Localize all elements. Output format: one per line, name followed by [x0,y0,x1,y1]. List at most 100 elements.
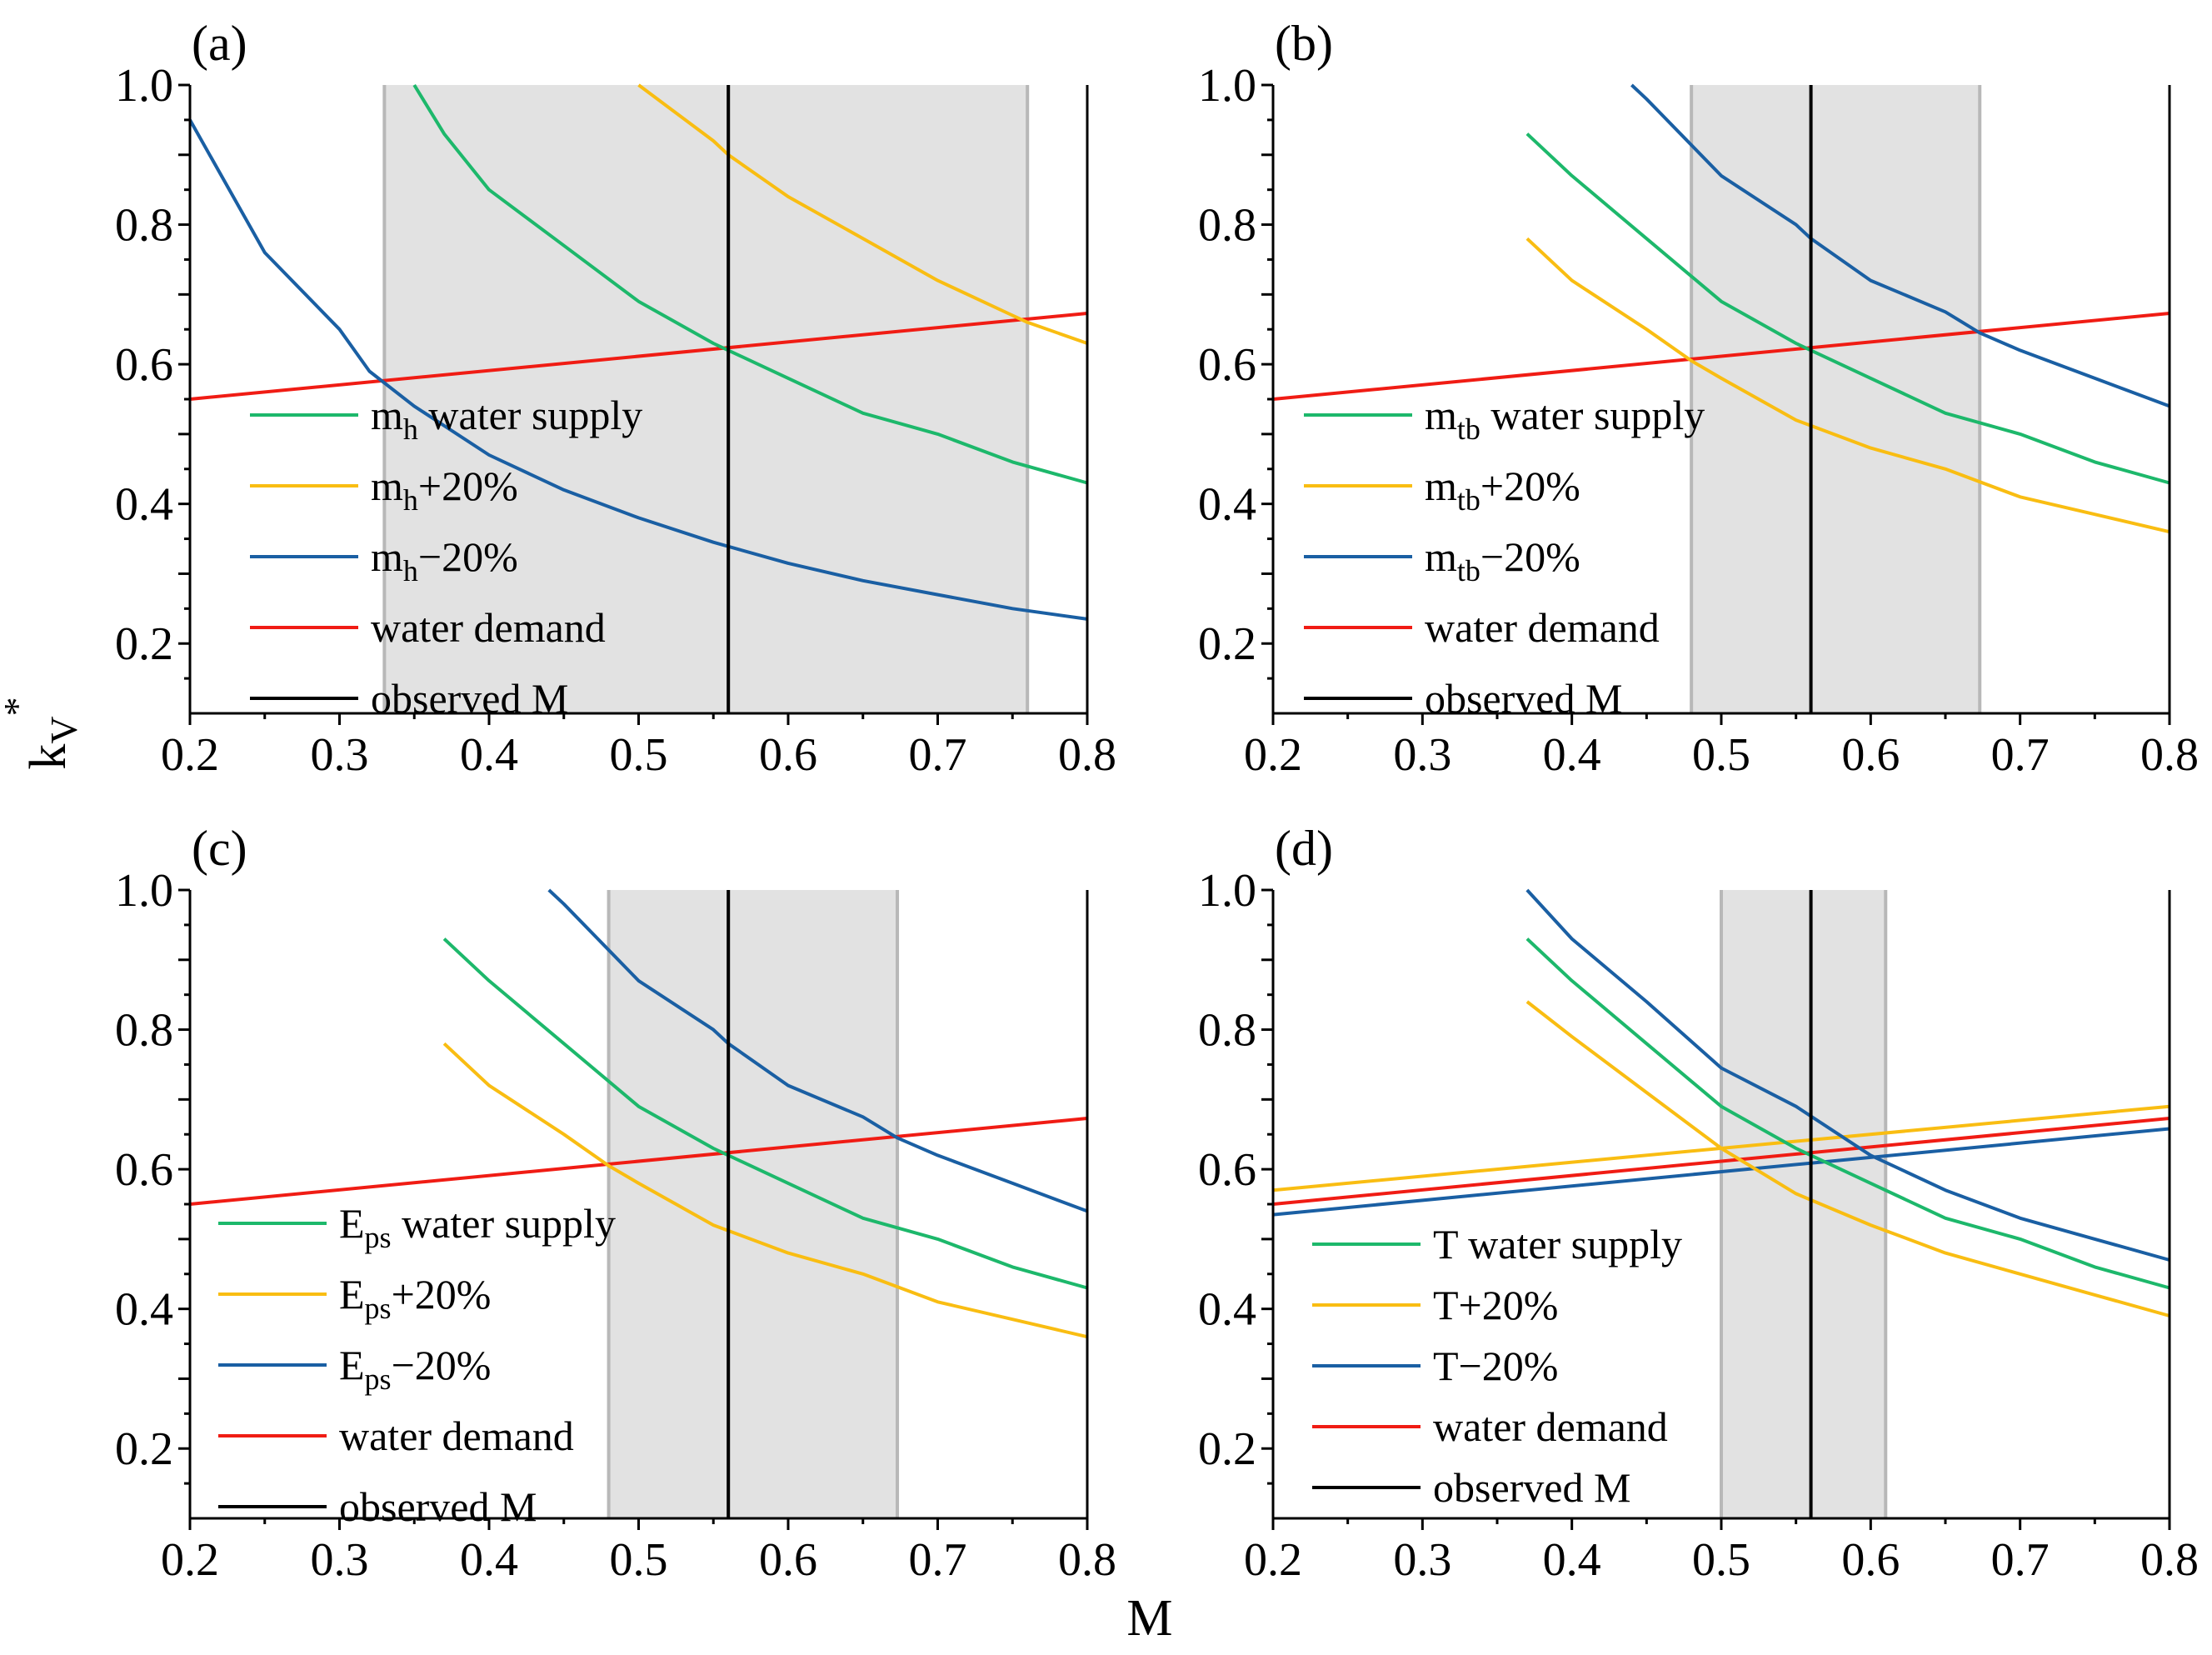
legend-label-demand: water demand [1433,1403,1668,1450]
y-tick-label: 0.8 [1198,200,1256,252]
y-tick-label: 0.4 [115,1284,173,1336]
panel-label: (a) [192,16,247,71]
x-tick-label: 0.8 [2140,1534,2199,1586]
y-tick-label: 0.6 [1198,339,1256,391]
x-axis-title: M [1126,1590,1172,1647]
y-tick-label: 0.6 [1198,1144,1256,1196]
y-axis-title-sup: * [0,697,38,716]
panel-label: (b) [1275,16,1333,71]
series-line-demand [189,312,1088,401]
y-axis-title-sub: V [42,716,85,743]
y-tick-label: 1.0 [1198,865,1256,917]
x-tick-label: 0.6 [1841,1534,1900,1586]
legend-label-supply: Eps water supply [339,1200,616,1254]
x-tick-label: 0.4 [1543,729,1601,781]
legend-label-demand: water demand [339,1412,574,1459]
legend-label-observed: observed M [371,675,568,722]
panel-label: (c) [192,821,247,876]
panel-a: 0.2 0.4 0.6 0.8 1.0 0.2 0.3 0.4 0.5 0.6 0.7 0.8 (a) m… [115,16,1116,781]
x-tick-label: 0.5 [1692,1534,1750,1586]
x-tick-label: 0.3 [1393,729,1451,781]
x-tick-label: 0.4 [1543,1534,1601,1586]
x-tick-label: 0.7 [1991,1534,2050,1586]
x-tick-label: 0.5 [1692,729,1750,781]
series-line-minus20 [1630,83,2170,408]
x-tick-label: 0.5 [610,1534,668,1586]
series-line-minus20 [1525,888,2170,1262]
legend-label-minus20: Eps−20% [339,1342,491,1396]
x-tick-label: 0.3 [311,729,369,781]
y-tick-label: 0.2 [1198,1423,1256,1475]
y-tick-label: 0.2 [115,1423,173,1475]
legend-label-demand: water demand [1425,604,1660,651]
x-tick-label: 0.7 [909,729,967,781]
legend-label-plus20: T+20% [1433,1282,1558,1328]
legend: T water supply T+20% T−20% water demand obse… [1312,1221,1682,1511]
panel-d: 0.2 0.4 0.6 0.8 1.0 0.2 0.3 0.4 0.5 0.6 0.7 0.8 (d) T… [1198,821,2199,1586]
y-tick-label: 1.0 [1198,60,1256,112]
legend: Eps water supply Eps+20% Eps−20% water dema… [218,1200,616,1530]
legend-label-supply: mh water supply [371,392,642,446]
legend-label-plus20: mtb+20% [1425,462,1580,517]
y-tick-label: 0.6 [115,339,173,391]
y-tick-label: 0.8 [115,1005,173,1057]
series-line-demand [1272,1117,2170,1206]
x-tick-label: 0.3 [1393,1534,1451,1586]
x-tick-label: 0.2 [1244,1534,1302,1586]
x-tick-label: 0.6 [1841,729,1900,781]
x-tick-label: 0.2 [1244,729,1302,781]
panel-c: 0.2 0.4 0.6 0.8 1.0 0.2 0.3 0.4 0.5 0.6 0.7 0.8 (c) E… [115,821,1116,1586]
x-tick-label: 0.8 [1058,729,1116,781]
x-tick-label: 0.5 [610,729,668,781]
x-tick-label: 0.2 [161,1534,219,1586]
shaded-range [608,890,898,1518]
legend-label-observed: observed M [1425,675,1622,722]
legend-label-plus20: Eps+20% [339,1271,491,1325]
legend-label-supply: mtb water supply [1425,392,1705,446]
series-line-plus20 [442,1042,1088,1339]
x-tick-label: 0.8 [2140,729,2199,781]
x-tick-label: 0.4 [460,729,518,781]
legend-label-observed: observed M [1433,1464,1630,1511]
y-tick-label: 0.4 [115,479,173,531]
x-tick-label: 0.4 [460,1534,518,1586]
legend-label-minus20: mtb−20% [1425,533,1580,588]
series-line-plus20 [1525,237,2170,534]
series-line-minus20 [188,118,1088,621]
legend-label-supply: T water supply [1433,1221,1682,1268]
y-tick-label: 1.0 [115,60,173,112]
series-line-minus20_demand [1272,1127,2170,1217]
legend-label-plus20: mh+20% [371,462,518,517]
series-line-minus20 [547,888,1088,1213]
series-line-demand [189,1117,1088,1206]
y-tick-label: 1.0 [115,865,173,917]
shaded-range [1721,890,1886,1518]
y-axis-title-main: k [20,744,77,770]
y-tick-label: 0.2 [1198,618,1256,670]
y-tick-label: 0.8 [1198,1005,1256,1057]
x-tick-label: 0.8 [1058,1534,1116,1586]
shaded-range [1691,85,1980,713]
x-tick-label: 0.6 [759,729,817,781]
legend-label-minus20: T−20% [1433,1342,1558,1389]
legend-label-minus20: mh−20% [371,533,518,588]
series-line-supply [412,83,1088,485]
legend-label-demand: water demand [371,604,606,651]
series-line-plus20 [637,83,1088,345]
y-tick-label: 0.2 [115,618,173,670]
x-tick-label: 0.3 [311,1534,369,1586]
legend-label-observed: observed M [339,1483,537,1530]
series-line-plus20 [1525,1000,2170,1318]
svg-text:kV*: kV* [0,697,85,769]
x-tick-label: 0.2 [161,729,219,781]
y-tick-label: 0.4 [1198,1284,1256,1336]
panel-b: 0.2 0.4 0.6 0.8 1.0 0.2 0.3 0.4 0.5 0.6 0.7 0.8 (b) m… [1198,16,2199,781]
y-tick-label: 0.6 [115,1144,173,1196]
legend: mtb water supply mtb+20% mtb−20% water dema… [1304,392,1705,722]
x-tick-label: 0.7 [1991,729,2050,781]
y-tick-label: 0.4 [1198,479,1256,531]
y-axis-title: kV* [0,697,85,769]
x-tick-label: 0.7 [909,1534,967,1586]
y-tick-label: 0.8 [115,200,173,252]
